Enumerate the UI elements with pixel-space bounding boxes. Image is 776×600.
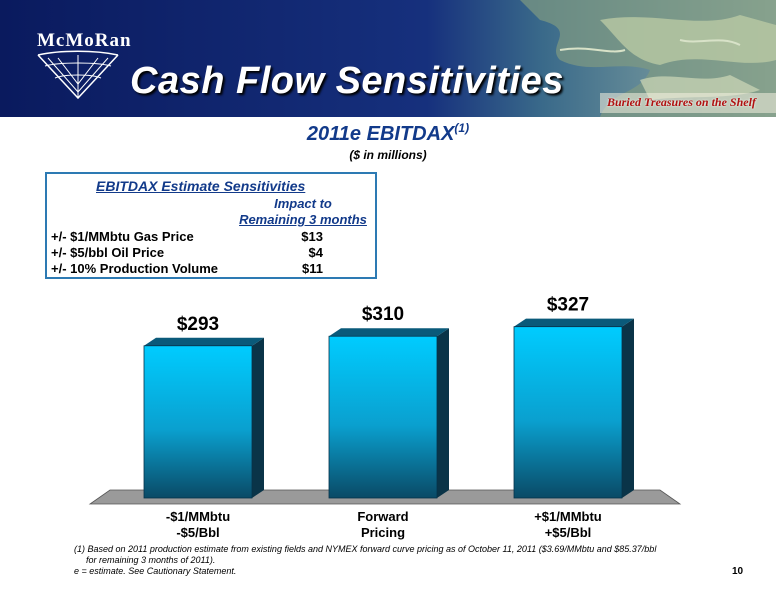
bar-data-label: $310 xyxy=(362,304,404,325)
bar-top xyxy=(514,318,634,327)
bar xyxy=(513,318,634,499)
x-tick-label-line1: -$1/MMbtu xyxy=(165,509,231,524)
page-title: Cash Flow Sensitivities xyxy=(130,60,564,102)
x-tick-label: -$1/MMbtu -$5/Bbl xyxy=(128,509,268,541)
sensitivity-table-title: EBITDAX Estimate Sensitivities xyxy=(96,178,306,194)
bar-front xyxy=(513,326,623,499)
chart-units: ($ in millions) xyxy=(349,148,427,162)
column-header-line2: Remaining 3 months xyxy=(239,212,367,227)
x-tick-label-line2: -$5/Bbl xyxy=(176,525,220,540)
x-tick-label-line1: +$1/MMbtu xyxy=(534,509,602,524)
bar-front xyxy=(328,335,438,499)
chart-title-text: 2011e EBITDAX xyxy=(306,123,455,145)
header-banner: McMoRan Cash Flow Sensitivities Buried T… xyxy=(0,0,776,117)
x-tick-label: Forward Pricing xyxy=(313,509,453,541)
bar-chart: $293 $310 $327 xyxy=(88,295,682,505)
bar-top xyxy=(329,328,449,337)
footnote-1: (1) Based on 2011 production estimate fr… xyxy=(74,544,714,566)
sensitivity-table: EBITDAX Estimate Sensitivities Impact to… xyxy=(45,172,377,279)
sensitivity-row-value: $13 xyxy=(301,229,323,244)
bar-side xyxy=(437,328,449,498)
sensitivity-row-label: +/- $1/MMbtu Gas Price xyxy=(51,229,194,244)
sensitivity-row-value: $4 xyxy=(308,245,323,260)
banner-background xyxy=(0,0,776,117)
x-tick-label-line2: +$5/Bbl xyxy=(544,525,592,540)
mcmoran-logo-icon xyxy=(37,50,119,100)
bar-front xyxy=(143,345,253,499)
bar-side xyxy=(622,318,634,498)
bar-top xyxy=(144,337,264,346)
bar xyxy=(143,337,264,499)
tagline: Buried Treasures on the Shelf xyxy=(607,95,756,109)
sensitivity-row-label: +/- 10% Production Volume xyxy=(51,261,218,276)
x-tick-label: +$1/MMbtu +$5/Bbl xyxy=(498,509,638,541)
chart-title: 2011e EBITDAX(1) xyxy=(0,121,776,146)
x-tick-label-line2: Pricing xyxy=(360,525,406,540)
x-tick-label-line1: Forward xyxy=(357,509,409,524)
footnote-estimate: e = estimate. See Cautionary Statement. xyxy=(74,566,237,576)
sensitivity-row-value: $11 xyxy=(302,261,323,276)
sensitivity-row-label: +/- $5/bbl Oil Price xyxy=(51,245,165,260)
footnote-1-line1: (1) Based on 2011 production estimate fr… xyxy=(74,544,657,554)
bar-data-label: $293 xyxy=(177,314,219,335)
bar-side xyxy=(252,337,264,498)
column-header-line1: Impact to xyxy=(274,196,332,211)
page-number: 10 xyxy=(732,566,744,577)
bar xyxy=(328,328,449,499)
footnote-1-line2: for remaining 3 months of 2011). xyxy=(86,555,216,565)
bar-data-label: $327 xyxy=(547,295,589,316)
logo-text: McMoRan xyxy=(37,30,132,51)
chart-title-footnote-ref: (1) xyxy=(454,121,470,135)
sensitivity-column-header: Impact to Remaining 3 months xyxy=(237,196,369,228)
